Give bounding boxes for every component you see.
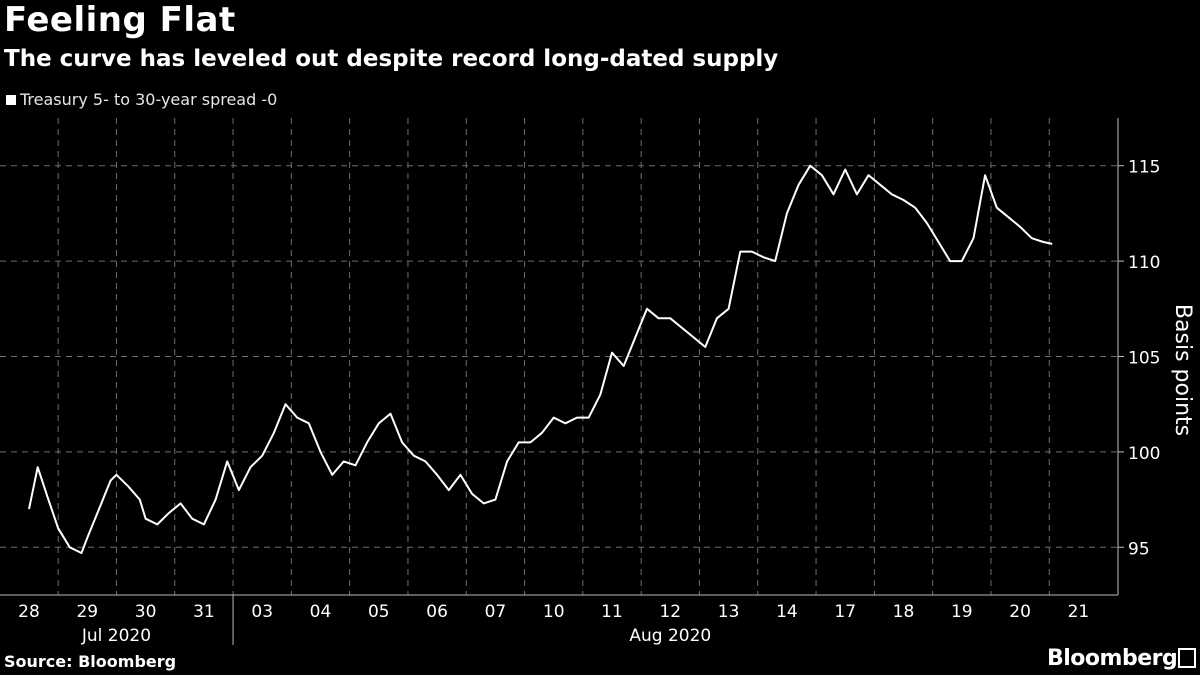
bloomberg-logo: Bloomberg — [1047, 646, 1178, 671]
x-tick-label: 11 — [601, 602, 623, 622]
x-tick-label: 19 — [951, 602, 973, 622]
axis-layer: 95 100 105 110 115 28 29 30 31 03 04 05 06 07 10 11 12 13… — [0, 118, 1160, 646]
x-tick-label: 04 — [310, 602, 332, 622]
x-tick-label: 20 — [1009, 602, 1031, 622]
y-tick-label: 115 — [1128, 158, 1160, 178]
x-tick-label: 29 — [76, 602, 98, 622]
month-label: Jul 2020 — [81, 626, 151, 646]
y-tick-label: 110 — [1128, 253, 1160, 273]
y-axis-label: Basis points — [1170, 304, 1195, 436]
x-tick-label: 07 — [485, 602, 507, 622]
x-tick-label: 21 — [1068, 602, 1090, 622]
y-tick-label: 105 — [1128, 349, 1160, 369]
grid-layer — [0, 118, 1118, 595]
series-layer — [28, 164, 1053, 554]
x-tick-label: 31 — [193, 602, 215, 622]
x-tick-label: 10 — [543, 602, 565, 622]
x-tick-label: 06 — [426, 602, 448, 622]
x-tick-label: 03 — [251, 602, 273, 622]
month-label: Aug 2020 — [629, 626, 711, 646]
x-tick-label: 05 — [368, 602, 390, 622]
x-tick-label: 17 — [834, 602, 856, 622]
source-note: Source: Bloomberg — [4, 652, 177, 671]
x-tick-label: 12 — [659, 602, 681, 622]
legend-label: Treasury 5- to 30-year spread -0 — [20, 90, 278, 109]
chart-title: Feeling Flat — [4, 0, 236, 40]
y-tick-label: 100 — [1128, 444, 1160, 464]
bloomberg-logo-icon — [1178, 648, 1196, 668]
series-line — [28, 164, 1053, 554]
legend: Treasury 5- to 30-year spread -0 — [6, 90, 277, 109]
x-tick-label: 13 — [718, 602, 740, 622]
x-tick-label: 14 — [776, 602, 798, 622]
x-tick-label: 30 — [135, 602, 157, 622]
legend-swatch — [6, 94, 16, 105]
y-tick-label: 95 — [1128, 539, 1150, 559]
chart-subtitle: The curve has leveled out despite record… — [4, 46, 779, 72]
x-tick-label: 28 — [18, 602, 40, 622]
x-tick-label: 18 — [893, 602, 915, 622]
